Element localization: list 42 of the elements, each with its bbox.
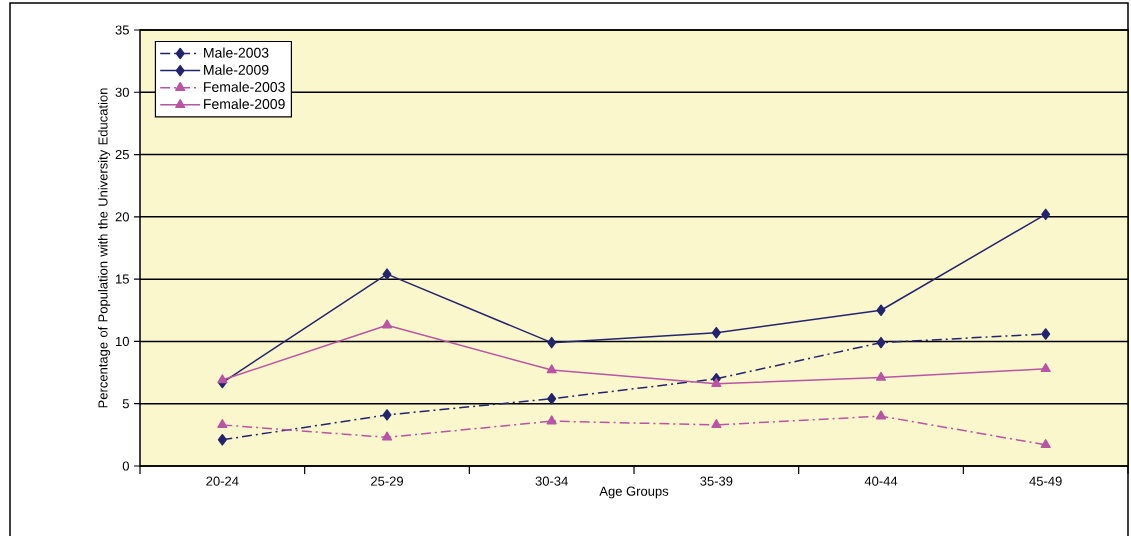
point	[711, 378, 722, 388]
x-tick-label: 30-34	[535, 476, 568, 486]
legend-label: Male-2009	[204, 64, 269, 75]
point	[546, 415, 557, 425]
point	[1041, 328, 1051, 340]
point	[1041, 208, 1051, 221]
x-tick-label: 25-29	[371, 476, 404, 486]
y-axis-title: Percentage of Population with the University Education	[98, 88, 111, 408]
x-tick-label: 35-39	[700, 476, 733, 486]
y-tick-label: 10	[116, 336, 129, 347]
point	[382, 268, 392, 280]
point	[875, 410, 887, 420]
x-tick-label: 20-24	[206, 476, 239, 486]
point	[382, 409, 392, 421]
point	[711, 419, 722, 429]
point	[217, 374, 228, 384]
legend-label: Male-2003	[204, 47, 269, 58]
point	[876, 336, 886, 349]
point	[381, 319, 393, 329]
y-tick-label: 25	[115, 149, 129, 160]
legend-label: Female-2003	[204, 81, 285, 92]
point	[217, 434, 227, 446]
point	[381, 431, 393, 441]
point	[1040, 439, 1051, 449]
point	[546, 364, 557, 374]
x-axis-title: Age Groups	[599, 486, 669, 499]
point	[547, 392, 557, 405]
x-tick-label: 45-49	[1029, 476, 1062, 486]
y-tick-label: 5	[122, 399, 129, 409]
x-tick-label: 40-44	[864, 476, 898, 486]
point	[711, 326, 721, 339]
legend-label: Female-2009	[204, 98, 285, 109]
y-tick-label: 20	[115, 212, 129, 222]
point	[1040, 363, 1051, 373]
point	[547, 336, 557, 349]
y-tick-label: 0	[122, 461, 129, 471]
point	[875, 371, 887, 381]
y-tick-label: 35	[115, 25, 129, 35]
y-tick-label: 15	[116, 274, 129, 284]
y-tick-label: 30	[115, 87, 129, 97]
point	[876, 304, 886, 317]
point	[217, 419, 228, 429]
